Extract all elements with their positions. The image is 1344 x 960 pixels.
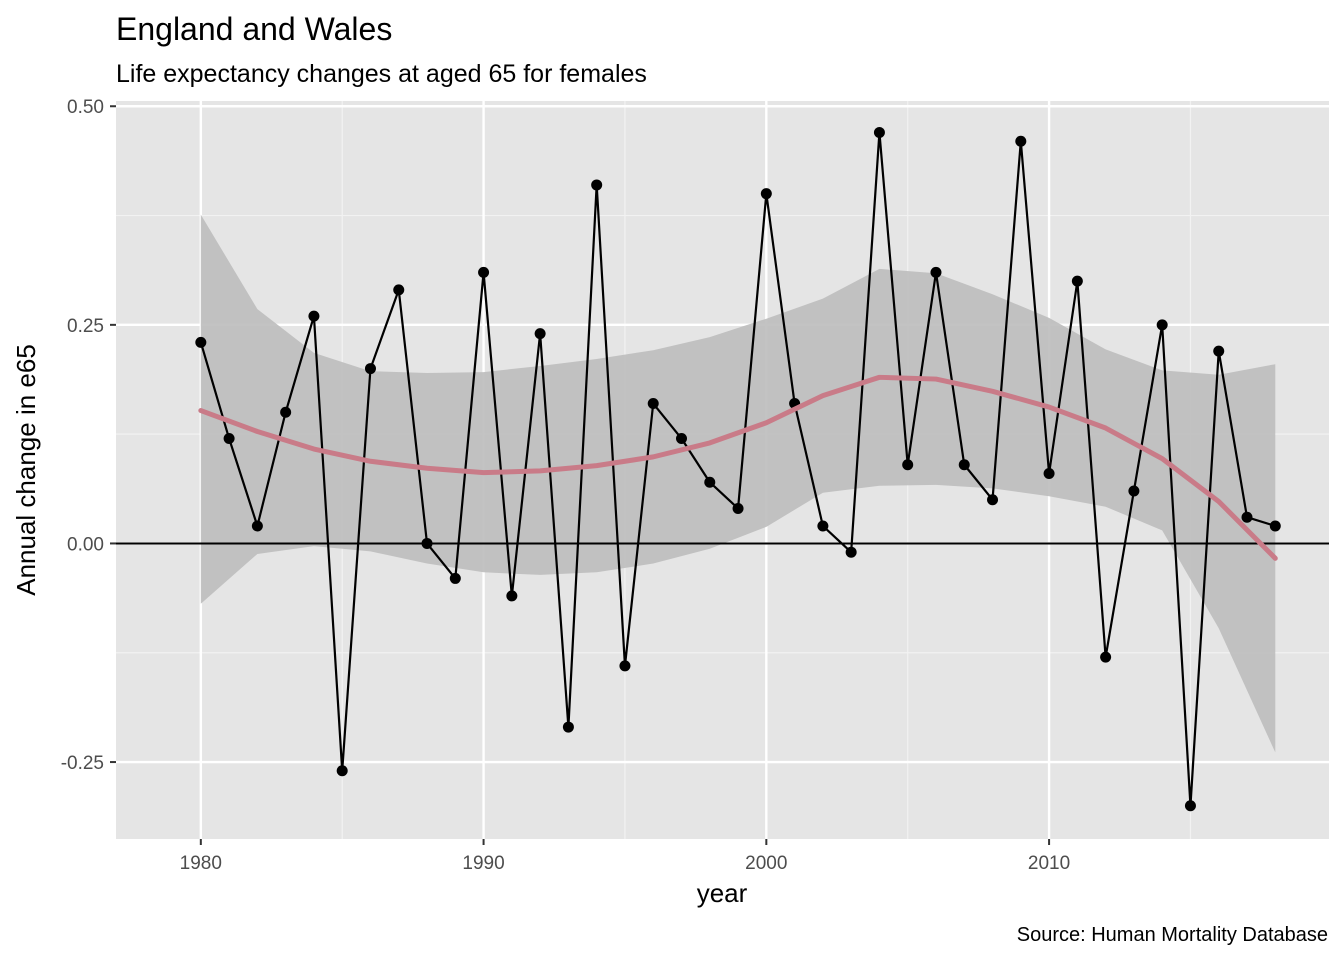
- data-point: [449, 572, 461, 584]
- data-point: [1184, 800, 1196, 812]
- data-point: [676, 433, 688, 445]
- chart-title: England and Wales: [116, 11, 392, 47]
- data-point: [958, 459, 970, 471]
- x-tick-label: 1990: [462, 853, 504, 874]
- data-point: [647, 398, 659, 410]
- data-point: [1015, 135, 1027, 147]
- data-point: [1043, 467, 1055, 479]
- x-tick-label: 1980: [180, 853, 222, 874]
- y-axis: -0.25 0.00 0.25 0.50: [61, 97, 116, 774]
- x-tick-label: 2010: [1028, 853, 1070, 874]
- chart-subtitle: Life expectancy changes at aged 65 for f…: [116, 60, 647, 88]
- data-point: [902, 459, 914, 471]
- data-point: [336, 765, 348, 777]
- x-axis-title: year: [697, 878, 748, 908]
- data-point: [1213, 345, 1225, 357]
- data-point: [534, 328, 546, 340]
- data-point: [704, 476, 716, 488]
- y-tick-label: 0.00: [67, 534, 104, 555]
- x-axis: 1980 1990 2000 2010: [180, 839, 1070, 874]
- y-tick-label: 0.25: [67, 316, 104, 337]
- data-point: [987, 494, 999, 506]
- smooth-line: [198, 374, 1278, 561]
- confidence-band: [200, 214, 1276, 753]
- data-point: [478, 266, 490, 278]
- data-point: [506, 590, 518, 602]
- data-point: [873, 126, 885, 138]
- data-point: [619, 660, 631, 672]
- data-point: [760, 188, 772, 200]
- data-point: [308, 310, 320, 322]
- data-point: [591, 179, 603, 191]
- data-point: [1269, 520, 1281, 532]
- data-point: [1071, 275, 1083, 287]
- data-point: [562, 721, 574, 733]
- data-point: [845, 546, 857, 558]
- data-point: [195, 336, 207, 348]
- data-point: [364, 363, 376, 375]
- data-point: [421, 537, 433, 549]
- x-tick-label: 2000: [745, 853, 787, 874]
- y-tick-label: 0.50: [67, 97, 104, 118]
- data-point: [1128, 485, 1140, 497]
- data-point: [251, 520, 263, 532]
- smooth-band-layer: [200, 214, 1276, 753]
- data-point: [1100, 651, 1112, 663]
- data-point: [393, 284, 405, 296]
- data-point: [1156, 319, 1168, 331]
- data-layer: [116, 126, 1329, 812]
- y-axis-title: Annual change in e65: [11, 344, 41, 596]
- smooth-layer: [198, 374, 1278, 561]
- chart-caption: Source: Human Mortality Database: [1017, 924, 1328, 946]
- data-point: [1241, 511, 1253, 523]
- y-tick-label: -0.25: [61, 753, 104, 774]
- data-point: [817, 520, 829, 532]
- data-point: [223, 433, 235, 445]
- data-point: [930, 266, 942, 278]
- data-point: [280, 406, 292, 418]
- data-point: [732, 502, 744, 514]
